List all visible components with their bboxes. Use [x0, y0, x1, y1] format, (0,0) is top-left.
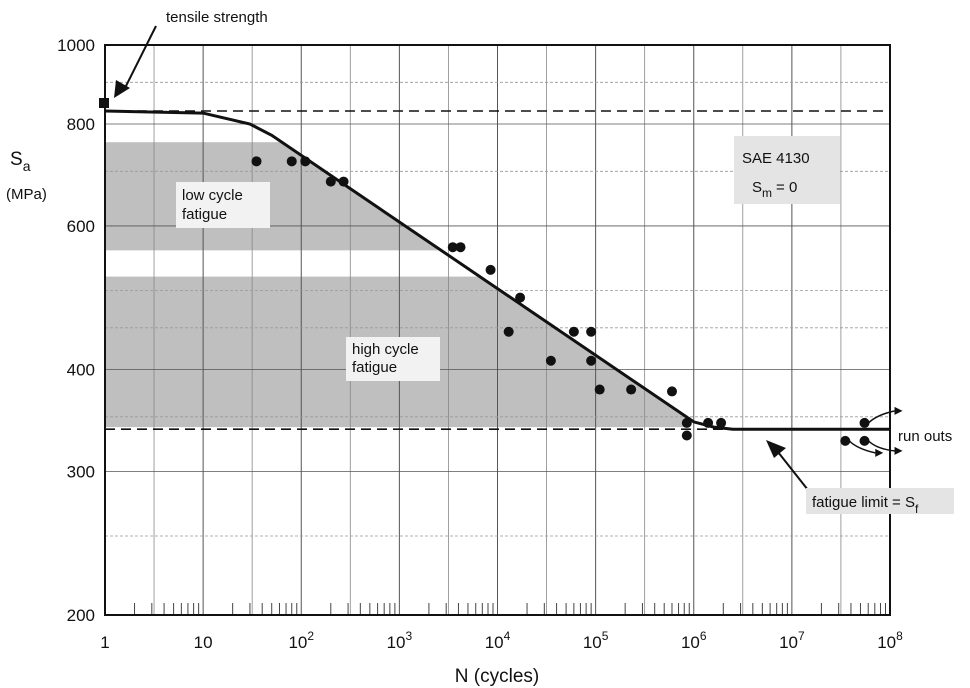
low-cycle-label: low cycle fatigue: [176, 182, 270, 228]
run-out-arrow: [867, 410, 895, 424]
data-point: [338, 176, 349, 187]
svg-text:low cycle: low cycle: [182, 187, 243, 204]
limit-lines: [105, 110, 890, 430]
y-tick-labels: 1000 800 600 400 300 200: [57, 36, 95, 625]
sn-curve: [104, 109, 890, 431]
svg-text:high cycle: high cycle: [352, 341, 419, 358]
x-tick-labels: 1 10 102 103 104 105 106 107 108: [100, 629, 903, 652]
data-points: [251, 156, 727, 441]
y-tick-label: 300: [67, 462, 95, 481]
data-point: [485, 264, 496, 275]
x-tick-label: 103: [387, 629, 413, 652]
run-out-arrowhead: [894, 406, 903, 415]
data-point: [626, 384, 637, 395]
data-point: [447, 242, 458, 253]
data-point: [586, 326, 597, 337]
material-box: SAE 4130 Sm = 0: [734, 136, 840, 204]
data-point: [251, 156, 262, 167]
run-out-point: [859, 435, 870, 446]
x-axis-label: N (cycles): [455, 666, 539, 687]
data-point: [503, 326, 514, 337]
data-point: [586, 355, 597, 366]
svg-text:fatigue limit = Sf: fatigue limit = Sf: [812, 494, 919, 516]
svg-text:fatigue: fatigue: [352, 359, 397, 376]
tensile-strength-label: tensile strength: [166, 9, 268, 26]
high-cycle-label: high cycle fatigue: [346, 337, 440, 381]
y-axis-label: Sa: [10, 149, 31, 174]
svg-text:Sm= 0: Sm = 0: [752, 179, 797, 200]
svg-text:SAE 4130: SAE 4130: [742, 150, 810, 167]
run-out-arrowhead: [894, 446, 903, 455]
mean-stress-value: = 0: [776, 179, 797, 196]
x-tick-label: 102: [288, 629, 314, 652]
x-tick-label: 107: [779, 629, 805, 652]
tensile-strength-arrow: [114, 25, 157, 98]
x-tick-label: 104: [485, 629, 511, 652]
x-tick-label: 106: [681, 629, 707, 652]
data-point: [716, 417, 727, 428]
data-point: [515, 292, 526, 303]
run-out-point: [859, 417, 870, 428]
fatigue-limit-annotation: fatigue limit = Sf: [766, 440, 954, 516]
run-out-arrowhead: [875, 448, 884, 457]
run-outs-label: run outs: [898, 428, 952, 445]
mean-stress-symbol: S: [752, 179, 762, 196]
data-point: [703, 417, 714, 428]
y-tick-label: 600: [67, 217, 95, 236]
data-point: [325, 176, 336, 187]
svg-text:fatigue: fatigue: [182, 206, 227, 223]
y-axis-subscript: a: [23, 158, 31, 174]
x-tick-label: 1: [100, 633, 109, 652]
minor-ticks: [134, 603, 887, 615]
data-point: [286, 156, 297, 167]
tensile-strength-marker: [99, 98, 109, 108]
x-tick-label: 10: [194, 633, 213, 652]
data-point: [300, 156, 311, 167]
data-point: [568, 326, 579, 337]
run-out-point: [840, 435, 851, 446]
y-tick-label: 400: [67, 361, 95, 380]
run-out-arrow: [867, 440, 895, 452]
run-out-points: [840, 406, 903, 457]
x-tick-label: 105: [583, 629, 609, 652]
y-axis-symbol: S: [10, 149, 23, 170]
data-point: [594, 384, 605, 395]
y-tick-label: 1000: [57, 36, 95, 55]
data-point: [455, 242, 466, 253]
plot-frame: [104, 44, 891, 616]
data-point: [545, 355, 556, 366]
run-out-arrow: [848, 440, 876, 454]
data-point: [666, 386, 677, 397]
y-tick-label: 800: [67, 115, 95, 134]
data-point: [681, 417, 692, 428]
x-tick-label: 108: [877, 629, 903, 652]
mean-stress-subscript: m: [762, 186, 772, 200]
y-tick-label: 200: [67, 606, 95, 625]
y-axis-unit: (MPa): [6, 186, 47, 203]
data-point: [681, 430, 692, 441]
